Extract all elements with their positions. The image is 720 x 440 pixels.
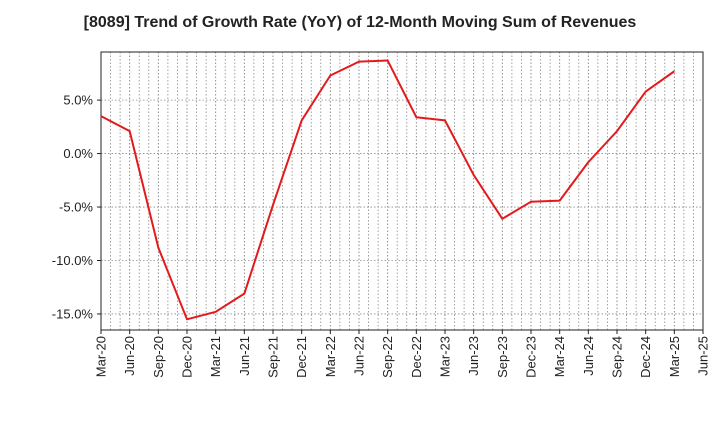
x-tick-label: Jun-24 bbox=[581, 336, 596, 376]
y-tick-label: 0.0% bbox=[63, 146, 93, 161]
plot-border bbox=[100, 51, 704, 331]
x-tick-label: Jun-20 bbox=[122, 336, 137, 376]
y-tick-label: 5.0% bbox=[63, 93, 93, 108]
x-tick-label: Mar-22 bbox=[323, 336, 338, 377]
x-tick-label: Dec-21 bbox=[294, 336, 309, 378]
x-tick-label: Dec-20 bbox=[180, 336, 195, 378]
x-tick-label: Sep-22 bbox=[380, 336, 395, 378]
x-tick-label: Mar-24 bbox=[552, 336, 567, 377]
x-tick-label: Sep-24 bbox=[610, 336, 625, 378]
x-tick-label: Jun-25 bbox=[696, 336, 711, 376]
x-tick-label: Mar-21 bbox=[208, 336, 223, 377]
x-tick-label: Mar-25 bbox=[667, 336, 682, 377]
x-tick-label: Jun-22 bbox=[352, 336, 367, 376]
x-tick-label: Dec-24 bbox=[638, 336, 653, 378]
plot-background bbox=[101, 52, 703, 330]
x-tick-label: Dec-23 bbox=[524, 336, 539, 378]
x-tick-label: Dec-22 bbox=[409, 336, 424, 378]
x-tick-label: Mar-23 bbox=[438, 336, 453, 377]
x-tick-label: Jun-23 bbox=[466, 336, 481, 376]
x-tick-label: Mar-20 bbox=[94, 336, 109, 377]
x-tick-label: Sep-21 bbox=[266, 336, 281, 378]
y-tick-label: -5.0% bbox=[59, 200, 93, 215]
chart-title: [8089] Trend of Growth Rate (YoY) of 12-… bbox=[83, 14, 637, 31]
y-tick-label: -15.0% bbox=[52, 306, 94, 321]
x-tick-label: Sep-23 bbox=[495, 336, 510, 378]
x-tick-label: Sep-20 bbox=[151, 336, 166, 378]
x-tick-label: Jun-21 bbox=[237, 336, 252, 376]
y-tick-label: -10.0% bbox=[52, 253, 94, 268]
